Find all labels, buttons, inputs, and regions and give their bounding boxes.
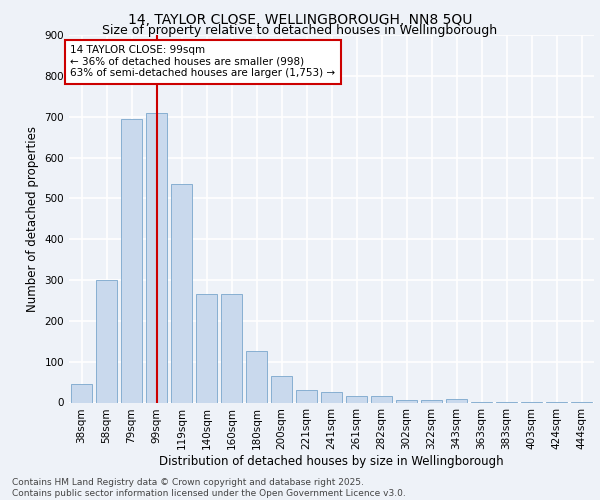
Bar — [146, 112, 167, 403]
Bar — [121, 118, 142, 403]
Text: 14, TAYLOR CLOSE, WELLINGBOROUGH, NN8 5QU: 14, TAYLOR CLOSE, WELLINGBOROUGH, NN8 5Q… — [128, 12, 472, 26]
X-axis label: Distribution of detached houses by size in Wellingborough: Distribution of detached houses by size … — [159, 455, 504, 468]
Bar — [71, 384, 92, 402]
Bar — [296, 390, 317, 402]
Bar — [346, 396, 367, 402]
Text: 14 TAYLOR CLOSE: 99sqm
← 36% of detached houses are smaller (998)
63% of semi-de: 14 TAYLOR CLOSE: 99sqm ← 36% of detached… — [70, 45, 335, 78]
Bar — [246, 352, 267, 403]
Text: Size of property relative to detached houses in Wellingborough: Size of property relative to detached ho… — [103, 24, 497, 37]
Bar — [96, 280, 117, 402]
Y-axis label: Number of detached properties: Number of detached properties — [26, 126, 39, 312]
Bar — [171, 184, 192, 402]
Bar — [396, 400, 417, 402]
Bar — [371, 396, 392, 402]
Text: Contains HM Land Registry data © Crown copyright and database right 2025.
Contai: Contains HM Land Registry data © Crown c… — [12, 478, 406, 498]
Bar — [446, 399, 467, 402]
Bar — [321, 392, 342, 402]
Bar — [421, 400, 442, 402]
Bar — [196, 294, 217, 403]
Bar — [221, 294, 242, 403]
Bar — [271, 376, 292, 402]
